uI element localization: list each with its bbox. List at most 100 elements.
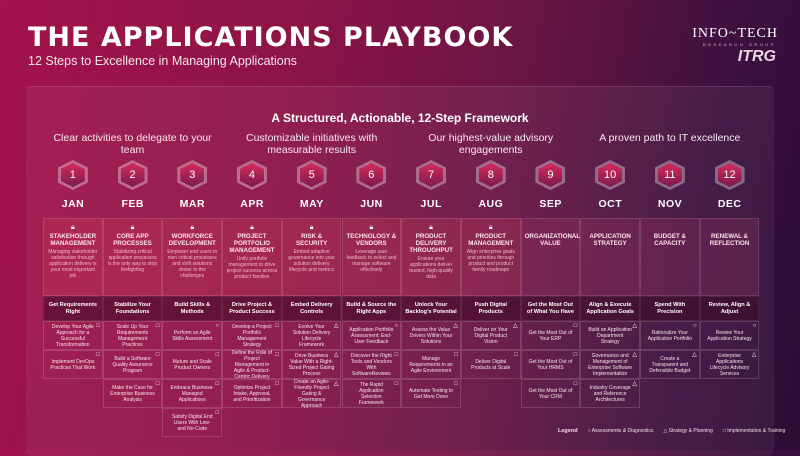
step-card[interactable]: 🔒︎ PRODUCT DELIVERY THROUGHPUT Ensure your… <box>401 218 461 296</box>
step-title: PROJECT PORTFOLIO MANAGEMENT <box>229 233 275 254</box>
square-icon: □ <box>454 381 458 387</box>
square-icon: □ <box>215 352 220 358</box>
step-card[interactable]: 🔒︎ PRODUCT MANAGEMENT Align enterprise goa… <box>460 218 521 296</box>
lock-icon: 🔒︎ <box>250 224 254 231</box>
blueprint-item[interactable]: Deliver on Your Digital Product Vision △ <box>460 321 521 350</box>
step-badge[interactable]: 6 <box>356 160 387 190</box>
blueprint-item-label: Rationalize Your Application Portfolio <box>647 329 692 342</box>
step-card[interactable]: 🔒︎ STAKEHOLDER MANAGEMENT Managing stakeho… <box>43 218 103 296</box>
step-month: OCT <box>598 198 623 210</box>
step-description: Ensure your applications deliver trusted… <box>409 256 453 280</box>
step-badge[interactable]: 2 <box>117 160 148 190</box>
blueprint-item[interactable]: Manage Requirements in an Agile Environm… <box>401 350 461 379</box>
blueprint-item[interactable]: Optimize Project Intake, Approval, and P… <box>222 379 282 408</box>
square-icon: □ <box>155 381 160 387</box>
step-month: DEC <box>717 198 742 210</box>
step-card[interactable]: 🔒︎ CORE APP PROCESSES Stabilizing critical… <box>102 218 163 296</box>
step-month: FEB <box>121 198 144 210</box>
blueprint-item-label: Manage Requirements in an Agile Environm… <box>409 355 453 374</box>
step-badge[interactable]: 7 <box>416 160 447 190</box>
step-badge[interactable]: 3 <box>177 160 208 190</box>
step-card[interactable]: APPLICATION STRATEGY <box>580 218 640 296</box>
lock-icon: 🔒︎ <box>309 224 314 231</box>
lock-icon: 🔒︎ <box>130 224 135 231</box>
blueprint-item[interactable]: Embrace Business-Managed Applications □ <box>162 379 223 408</box>
step-badge[interactable]: 10 <box>595 160 626 190</box>
blueprint-item[interactable]: Create an Agile-Friendly Project Gating … <box>281 379 342 409</box>
step-number: 9 <box>538 163 563 187</box>
group-heading: A proven path to IT excellence <box>599 132 741 144</box>
blueprint-item[interactable]: Get the Most Out of Your HRMS □ <box>520 350 581 379</box>
step-card[interactable]: RENEWAL & REFLECTION <box>699 218 760 296</box>
blueprint-item[interactable]: Make the Case for Enterprise Business An… <box>102 379 163 408</box>
triangle-icon: △ <box>632 381 637 387</box>
blueprint-item[interactable]: Governance and Management of Enterprise … <box>580 350 640 379</box>
step-title: PRODUCT MANAGEMENT <box>468 233 514 247</box>
blueprint-item[interactable]: Assess the Value Drivers Within Your Sol… <box>401 321 461 350</box>
step-focus: Drive Project & Product Success <box>222 296 282 321</box>
step-number: 12 <box>717 163 742 187</box>
triangle-icon: △ <box>333 352 339 358</box>
step-card[interactable]: 🔒︎ TECHNOLOGY & VENDORS Leverage user feed… <box>341 218 402 296</box>
blueprint-item[interactable]: Discover the Right Tools and Vendors Wit… <box>341 350 402 379</box>
blueprint-item-label: Optimize Project Intake, Approval, and P… <box>233 384 271 403</box>
blueprint-item[interactable]: Implement DevOps Practices That Work □ <box>43 350 103 379</box>
square-icon: □ <box>155 323 160 329</box>
blueprint-item[interactable]: Define the Role of Project Management in… <box>222 350 282 380</box>
step-description: Leverage user feedback to select and man… <box>346 249 397 273</box>
blueprint-item[interactable]: Develop a Project Portfolio Management S… <box>222 321 282 350</box>
blueprint-item[interactable]: Enterprise Applications Lifecycle Adviso… <box>699 350 760 379</box>
step-title: TECHNOLOGY & VENDORS <box>346 233 397 247</box>
spacer <box>525 223 577 233</box>
step-card[interactable]: 🔒︎ WORKFORCE DEVELOPMENT Empower end users… <box>162 218 223 296</box>
blueprint-item[interactable]: Application Portfolio Assessment: End-Us… <box>341 321 402 350</box>
blueprint-item[interactable]: Review Your Application Strategy ○ <box>699 321 760 350</box>
triangle-icon: △ <box>692 352 697 358</box>
blueprint-item[interactable]: Perform an Agile Skills Assessment ○ <box>162 321 223 350</box>
blueprint-item[interactable]: Deliver Digital Products at Scale □ <box>460 350 521 379</box>
step-badge[interactable]: 4 <box>236 160 267 190</box>
triangle-icon: △ <box>512 323 518 329</box>
blueprint-item[interactable]: Create a Transparent and Defensible Budg… <box>640 350 700 379</box>
lock-icon: 🔒︎ <box>429 224 433 231</box>
blueprint-item[interactable]: Industry Coverage and Reference Architec… <box>580 379 640 408</box>
step-focus: Build & Source the Right Apps <box>341 296 402 321</box>
step-badge[interactable]: 8 <box>475 160 506 190</box>
step-card[interactable]: ORGANIZATIONAL VALUE <box>520 218 581 296</box>
blueprint-item[interactable]: The Rapid Application Selection Framewor… <box>341 379 402 408</box>
step-focus: Build Skills & Methods <box>162 296 223 321</box>
legend-square-label: Implementation & Training <box>727 428 786 434</box>
step-badge[interactable]: 1 <box>57 160 88 190</box>
step-number: 6 <box>359 163 384 187</box>
step-badge[interactable]: 5 <box>296 160 327 190</box>
blueprint-item[interactable]: Scale Up Your Requirements Management Pr… <box>102 321 163 350</box>
blueprint-item[interactable]: Build a Software Quality Assurance Progr… <box>102 350 163 379</box>
step-badge[interactable]: 11 <box>654 160 685 190</box>
blueprint-item[interactable]: Mature and Scale Product Owners □ <box>162 350 223 379</box>
legend-circle: ○ Assessments & Diagnostics <box>587 428 654 434</box>
blueprint-item[interactable]: Automate Testing to Get More Done □ <box>401 379 461 408</box>
blueprint-item[interactable]: Get the Most Out of Your ERP □ <box>520 321 581 350</box>
step-badge[interactable]: 9 <box>535 160 566 190</box>
step-card[interactable]: 🔒︎ PROJECT PORTFOLIO MANAGEMENT Unify port… <box>222 218 282 296</box>
step-month: NOV <box>657 198 683 210</box>
blueprint-item-label: Embrace Business-Managed Applications <box>170 384 214 403</box>
step-description: Align enterprise goals and priorities th… <box>466 249 515 273</box>
legend-triangle: △ Strategy & Planning <box>663 428 713 434</box>
step-card[interactable]: 🔒︎ RISK & SECURITY Embed adaptive governan… <box>281 218 342 296</box>
step-focus: Embed Delivery Controls <box>281 296 342 321</box>
step-card[interactable]: BUDGET & CAPACITY <box>640 218 700 296</box>
group-heading: Customizable initiatives with measurable… <box>245 132 378 156</box>
blueprint-item[interactable]: Get the Most Out of Your CRM □ <box>520 379 581 408</box>
step-badge[interactable]: 12 <box>714 160 745 190</box>
blueprint-item[interactable]: Develop Your Agile Approach for a Succes… <box>43 321 103 350</box>
blueprint-item[interactable]: Evolve Your Solution Delivery Lifecycle … <box>281 321 342 350</box>
blueprint-item[interactable]: Build an Application Department Strategy… <box>580 321 640 350</box>
blueprint-item[interactable]: Rationalize Your Application Portfolio ○ <box>640 321 700 350</box>
step-focus: Spend With Precision <box>640 296 700 321</box>
blueprint-item[interactable]: Drive Business Value With a Right-Sized … <box>281 350 342 379</box>
step-number: 2 <box>120 163 145 187</box>
step-month: MAR <box>179 198 206 210</box>
blueprint-item[interactable]: Satisfy Digital End Users With Low- and … <box>162 408 223 437</box>
triangle-icon: △ <box>632 323 637 329</box>
